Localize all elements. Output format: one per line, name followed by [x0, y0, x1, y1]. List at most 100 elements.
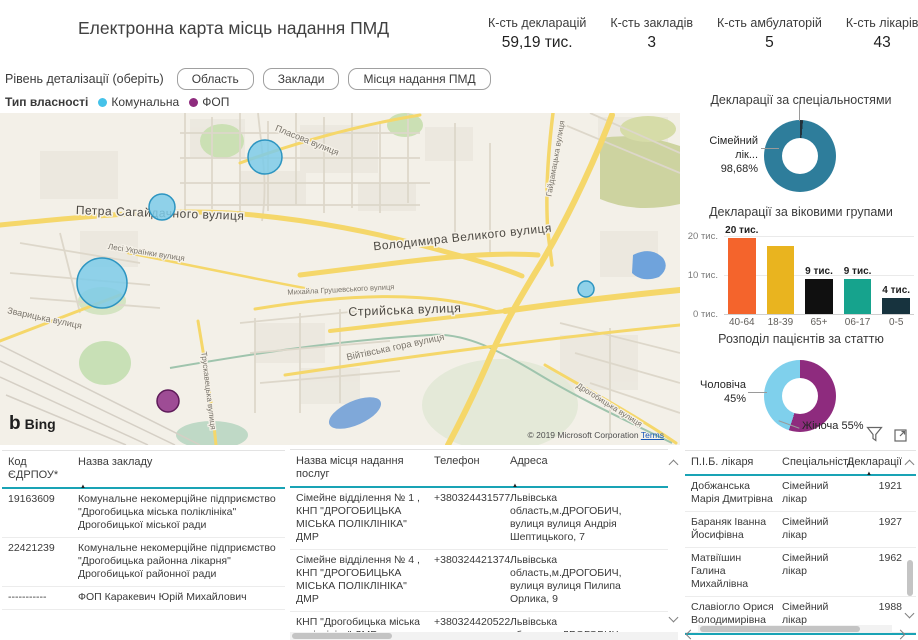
map-bubble[interactable]: [76, 257, 128, 309]
y-tick: 10 тис.: [687, 270, 718, 281]
map-bubble[interactable]: [247, 139, 283, 175]
column-header[interactable]: П.І.Б. лікаря: [691, 456, 754, 468]
scrollbar-handle[interactable]: [907, 560, 913, 596]
gender-donut[interactable]: [764, 360, 836, 432]
scroll-up-button[interactable]: [668, 455, 679, 473]
detail-level-filter: Рівень деталізації (оберіть) Область Зак…: [5, 68, 491, 90]
scrollbar-handle[interactable]: [700, 626, 860, 632]
table-cell: Сімейне відділення № 1 , КНП "ДРОГОБИЦЬК…: [296, 492, 420, 543]
table-cell: -----------: [8, 591, 47, 603]
filter-icon[interactable]: [866, 426, 883, 448]
table-cell: +380324421374: [434, 554, 511, 566]
scroll-left-button[interactable]: [685, 625, 696, 640]
table-row[interactable]: Славіогло Орися Володимирівна Сімейний лі…: [685, 597, 916, 633]
expand-icon[interactable]: [894, 429, 907, 447]
table-cell: Бараняк Іванна Йосифівна: [691, 516, 767, 541]
bar-data-label: 9 тис.: [843, 266, 872, 277]
map-bubble[interactable]: [148, 193, 176, 221]
column-header[interactable]: Адреса ▲: [510, 455, 548, 489]
table-cell: Сімейне відділення № 4 , КНП "ДРОГОБИЦЬК…: [296, 554, 420, 605]
scroll-down-button[interactable]: [668, 608, 679, 626]
filter-button-zaklady[interactable]: Заклади: [262, 68, 340, 90]
table-cell: +380324420522: [434, 616, 511, 628]
x-tick-label: 0-5: [888, 317, 904, 328]
callout-leader-line: [761, 148, 779, 149]
column-header[interactable]: Код ЄДРПОУ*: [8, 456, 59, 481]
map-bubble[interactable]: [577, 280, 595, 298]
bar-rect: [728, 238, 756, 314]
bar-rect: [882, 298, 910, 314]
bar-40-64[interactable]: 20 тис.: [725, 225, 758, 314]
specialty-donut[interactable]: [764, 120, 836, 192]
axis-baseline: [724, 314, 914, 315]
filter-button-pmd-places[interactable]: Місця надання ПМД: [348, 68, 491, 90]
legend-item-fop[interactable]: ФОП: [189, 95, 229, 109]
gridline: [724, 275, 914, 276]
bar-rect: [766, 246, 795, 314]
sort-asc-icon: ▲: [866, 471, 872, 477]
table-row[interactable]: Матвіїшин Галина Михайлівна Сімейний ліка…: [685, 548, 916, 597]
doctors-table: П.І.Б. лікаря Спеціальність Декларації ▲ …: [685, 450, 916, 640]
bar-data-label: 4 тис.: [882, 285, 911, 296]
table-row[interactable]: 19163609 Комунальне некомерційне підприєм…: [2, 489, 285, 538]
table-row[interactable]: Сімейне відділення № 1 , КНП "ДРОГОБИЦЬК…: [290, 488, 668, 550]
slice-callout-female: Жіноча 55%: [802, 420, 864, 432]
table-row[interactable]: Добжанська Марія Дмитрівна Сімейний лікар…: [685, 476, 916, 512]
bar-65+[interactable]: 9 тис.: [805, 236, 833, 314]
bar-18-39[interactable]: [766, 236, 795, 314]
chart-title: Розподіл пацієнтів за статтю: [718, 332, 884, 346]
table-row[interactable]: Бараняк Іванна Йосифівна Сімейний лікар 19…: [685, 512, 916, 548]
table-body: 19163609 Комунальне некомерційне підприєм…: [2, 489, 285, 610]
x-axis-labels: 40-64 18-39 65+ 06-17 0-5: [724, 317, 914, 328]
chart-patients-by-gender: Розподіл пацієнтів за статтю Чоловіча 45…: [684, 332, 918, 450]
table-cell: Львівська область,м.ДРОГОБИЧ, вулиця вул…: [510, 492, 622, 543]
chart-declarations-by-specialty: Декларації за спеціальностями Сімейний л…: [684, 93, 918, 205]
horizontal-scrollbar[interactable]: [698, 625, 892, 633]
column-header[interactable]: Назва закладу ▲: [78, 456, 153, 490]
terms-link[interactable]: Terms: [640, 430, 664, 440]
horizontal-scrollbar[interactable]: [290, 632, 678, 640]
slice-callout-male: Чоловіча 45%: [699, 379, 746, 405]
ownership-legend: Тип власності Комунальна ФОП: [5, 95, 239, 109]
filter-label: Рівень деталізації (оберіть): [5, 72, 164, 86]
bar-06-17[interactable]: 9 тис.: [843, 236, 872, 314]
table-cell: Комунальне некомерційне підприємство "Др…: [78, 542, 276, 580]
table-cell: Сімейний лікар: [782, 601, 829, 626]
kpi-row: К-сть декларацій 59,19 тис. К-сть заклад…: [476, 16, 918, 52]
sort-asc-icon: ▲: [512, 483, 518, 489]
scrollbar-handle[interactable]: [292, 633, 392, 639]
scroll-up-button[interactable]: [904, 455, 915, 473]
sort-asc-icon: ▲: [80, 484, 86, 490]
column-header[interactable]: Назва місця надання послуг: [296, 455, 404, 480]
scroll-right-button[interactable]: [895, 625, 906, 640]
table-header-row: П.І.Б. лікаря Спеціальність Декларації ▲: [685, 451, 916, 477]
bar-series: 20 тис. 9 тис. 9 тис. 4 тис.: [724, 225, 914, 314]
column-header[interactable]: Телефон: [434, 455, 480, 467]
table-cell: Сімейний лікар: [782, 552, 829, 577]
table-cell: 1921: [878, 480, 902, 492]
table-row[interactable]: 22421239 Комунальне некомерційне підприєм…: [2, 538, 285, 587]
scroll-down-button[interactable]: [904, 604, 915, 622]
bar-0-5[interactable]: 4 тис.: [882, 236, 910, 314]
table-cell: 1927: [878, 516, 902, 528]
street-label: Стрийська вулиця: [348, 301, 462, 319]
table-row[interactable]: Сімейне відділення № 4 , КНП "ДРОГОБИЦЬК…: [290, 550, 668, 612]
chart-title: Декларації за віковими групами: [709, 205, 893, 219]
table-row[interactable]: ----------- ФОП Каракевич Юрій Михайлович: [2, 587, 285, 610]
column-header[interactable]: Декларації ▲: [846, 456, 902, 477]
column-header[interactable]: Спеціальність: [782, 456, 854, 468]
bing-logo[interactable]: b Bing: [9, 413, 56, 434]
map-bubbles-layer: [76, 139, 595, 413]
map-bubble[interactable]: [156, 389, 180, 413]
kpi-declarations: К-сть декларацій 59,19 тис.: [488, 16, 587, 51]
callout-leader-line: [799, 101, 800, 121]
x-tick-label: 06-17: [844, 317, 871, 328]
facilities-table: Код ЄДРПОУ* Назва закладу ▲ 19163609 Комун…: [2, 450, 285, 610]
table-cell: Сімейний лікар: [782, 480, 829, 505]
filter-button-oblast[interactable]: Область: [176, 68, 254, 90]
table-cell: 19163609: [8, 493, 55, 505]
legend-item-komunalna[interactable]: Комунальна: [98, 95, 179, 109]
kpi-ambulatories: К-сть амбулаторій 5: [716, 16, 822, 51]
